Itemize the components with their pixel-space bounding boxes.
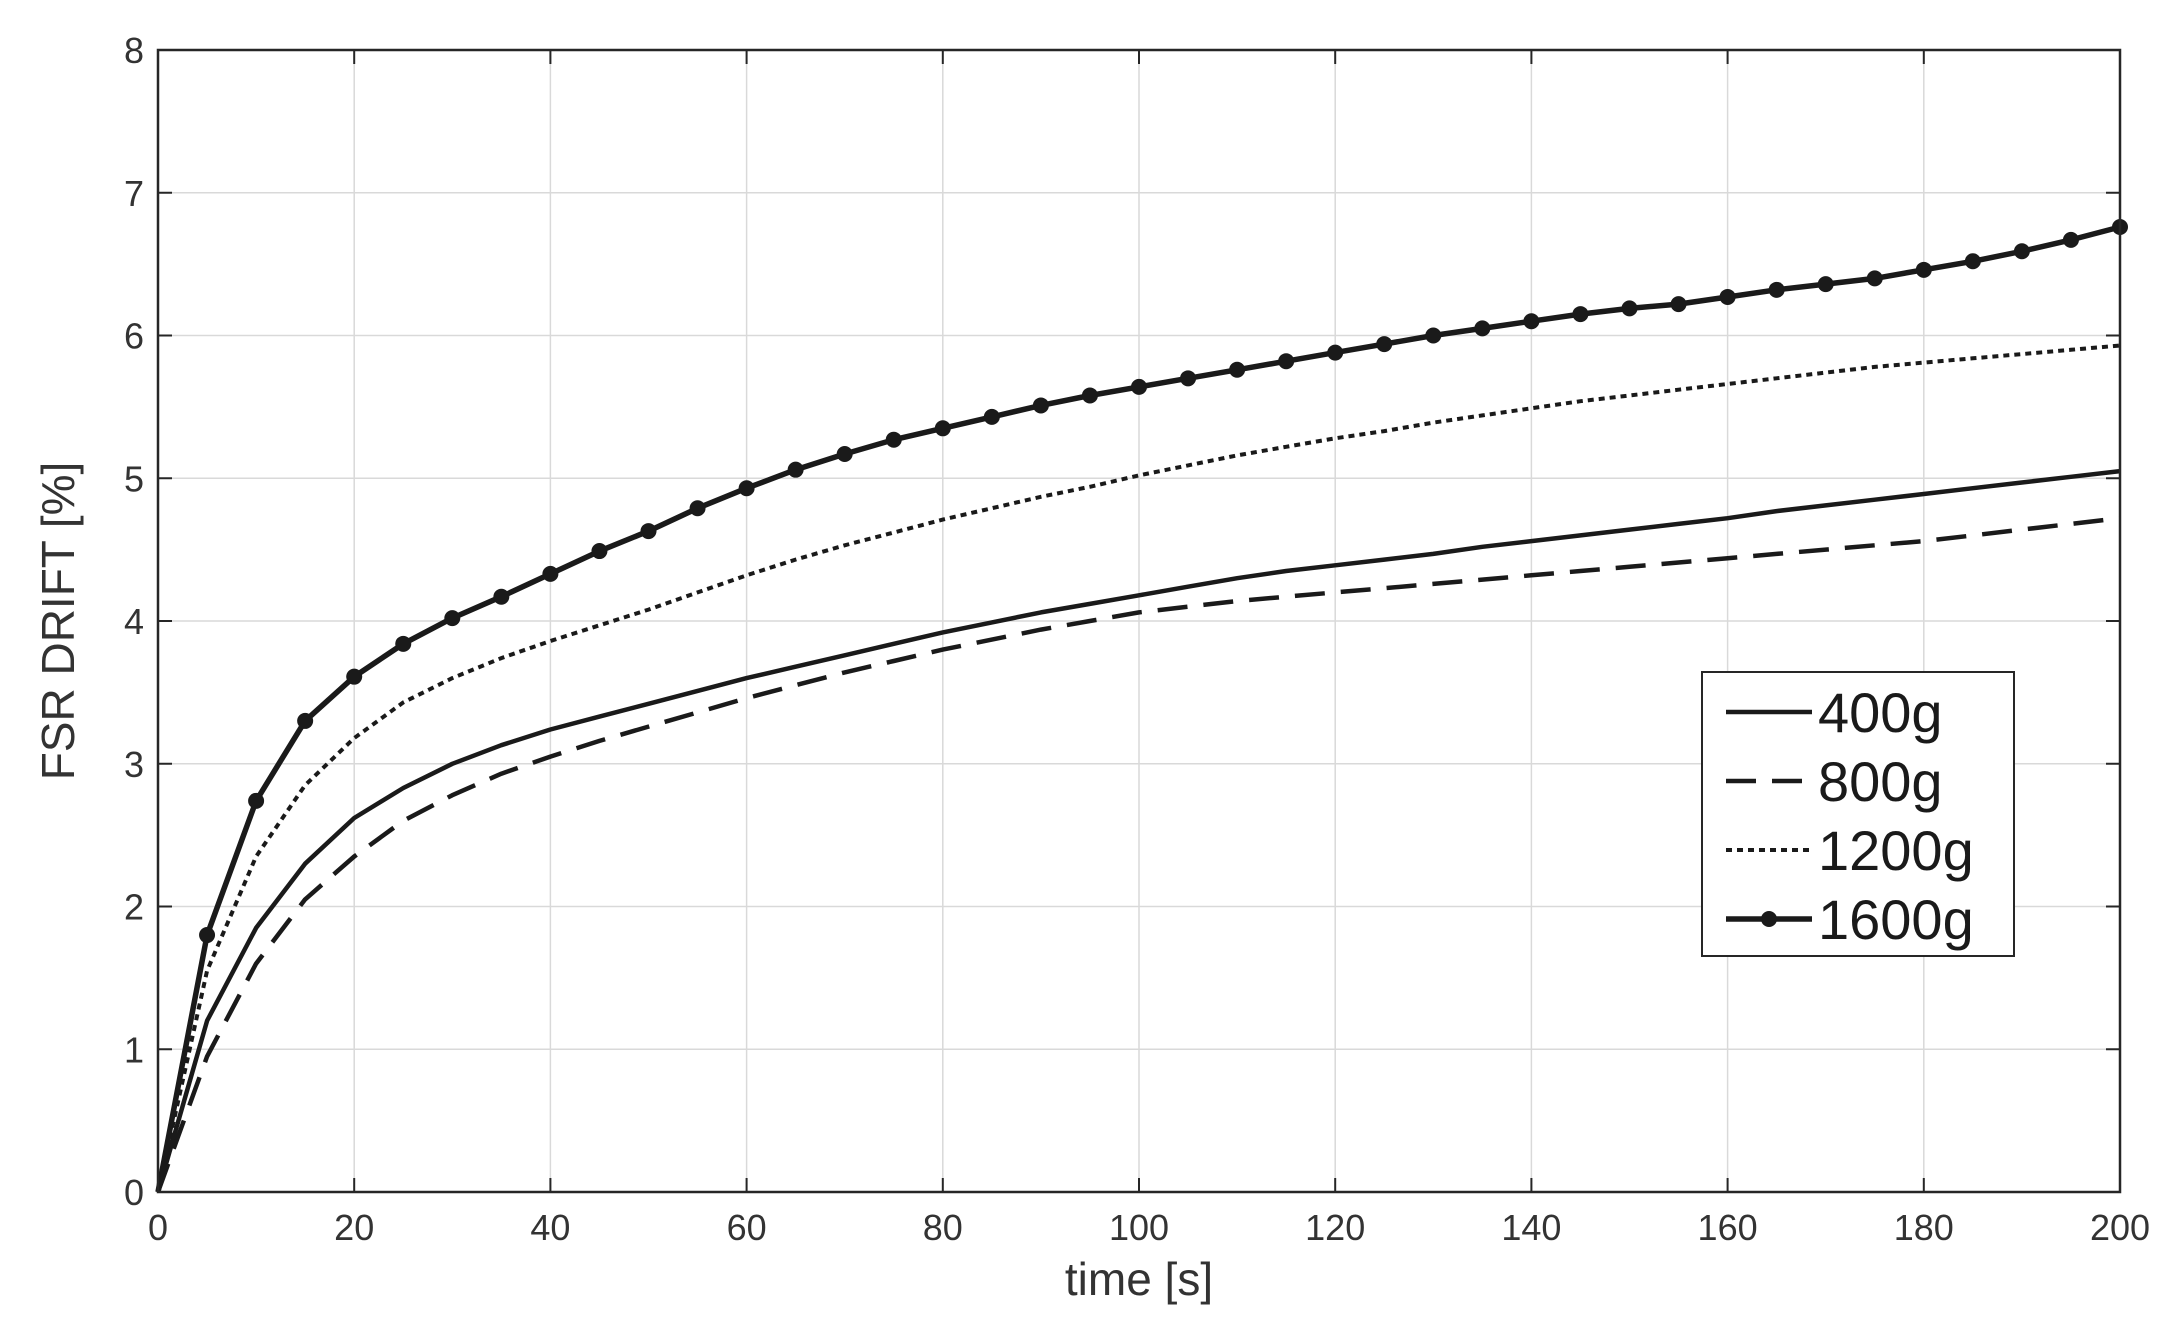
legend-item-1600g: 1600g [1726,888,1974,951]
y-tick-label: 4 [124,601,144,642]
data-point-1600g [1180,370,1197,387]
data-point-1600g [885,431,902,448]
data-point-1600g [346,668,363,685]
data-point-1600g [983,408,1000,425]
x-tick-label: 140 [1501,1207,1561,1248]
y-axis-label: FSR DRIFT [%] [32,462,84,781]
data-point-1600g [1621,300,1638,317]
x-tick-label: 160 [1698,1207,1758,1248]
data-point-1600g [248,792,265,809]
x-tick-label: 80 [923,1207,963,1248]
data-point-1600g [2013,243,2030,260]
legend-label: 400g [1818,681,1943,744]
data-point-1600g [444,610,461,627]
legend-label: 1600g [1818,888,1974,951]
data-point-1600g [199,927,216,944]
legend-item-400g: 400g [1726,681,1943,744]
series-800g [155,515,2121,1193]
data-point-1600g [1866,270,1883,287]
legend-box [1701,671,2015,957]
data-point-1600g [1131,378,1147,395]
data-point-1600g [738,480,755,497]
legend-label: 1200g [1818,819,1974,882]
x-tick-label: 200 [2090,1207,2150,1248]
x-tick-label: 60 [727,1207,767,1248]
axes [156,48,2122,1194]
data-point-1600g [1719,288,1736,305]
series-lines [155,219,2128,1193]
data-point-1600g [1523,313,1540,330]
data-point-1600g [1474,320,1491,337]
data-point-1600g [1670,296,1687,313]
data-point-1600g [1817,276,1834,293]
y-tick-label: 2 [124,887,144,928]
y-tick-label: 7 [124,173,144,214]
data-point-1600g [1327,344,1344,361]
data-point-1600g [1572,306,1589,323]
data-point-1600g [1376,336,1393,353]
y-tick-label: 6 [124,316,144,357]
x-tick-label: 20 [334,1207,374,1248]
y-tick-label: 0 [124,1172,144,1213]
tick-labels: 0 20 40 60 80 100 120 140 160 180 200 0 1 2 3 4 5 6 7 8 [124,30,2150,1248]
data-point-1600g [1768,281,1785,298]
y-tick-label: 1 [124,1029,144,1070]
legend-label: 800g [1818,750,1943,813]
data-point-1600g [1964,253,1981,270]
x-tick-label: 120 [1305,1207,1365,1248]
data-point-1600g [591,543,608,560]
legend-marker [1761,911,1777,927]
data-point-1600g [395,635,412,652]
legend-item-800g: 800g [1726,750,1943,813]
data-point-1600g [787,461,804,478]
data-point-1600g [836,445,853,462]
y-tick-label: 3 [124,744,144,785]
data-point-1600g [493,588,510,605]
x-tick-label: 0 [148,1207,168,1248]
data-point-1600g [1229,361,1246,378]
x-tick-label: 100 [1109,1207,1169,1248]
data-point-1600g [2062,231,2079,248]
data-point-1600g [1278,353,1295,370]
x-tick-label: 40 [530,1207,570,1248]
data-point-1600g [1915,261,1932,278]
x-axis-label: time [s] [1065,1253,1213,1305]
y-tick-label: 8 [124,30,144,71]
data-point-1600g [1032,397,1049,414]
data-point-1600g [640,523,657,540]
data-point-1600g [1425,327,1442,344]
data-point-1600g [1081,387,1098,404]
data-point-1600g [542,565,559,582]
x-tick-label: 180 [1894,1207,1954,1248]
plot-frame [156,48,2122,1194]
series-line-400g [155,468,2121,1193]
data-point-1600g [934,420,951,437]
data-point-1600g [297,712,314,729]
data-point-1600g [689,500,706,517]
series-line-800g [155,515,2121,1193]
y-tick-label: 5 [124,458,144,499]
legend-item-1200g: 1200g [1726,819,1974,882]
series-400g [155,468,2121,1193]
series-1600g [155,219,2128,1193]
